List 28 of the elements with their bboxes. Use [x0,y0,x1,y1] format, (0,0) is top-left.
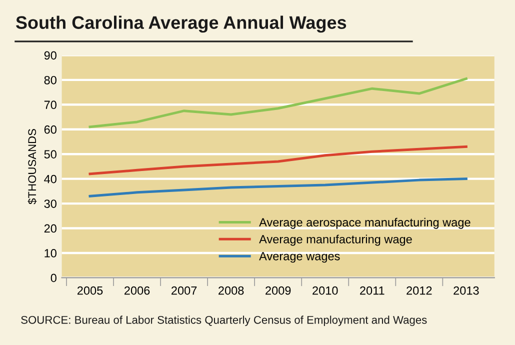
y-tick-label: 70 [44,100,56,110]
y-tick-label: 20 [44,224,56,233]
line-series [88,178,468,198]
y-tick-label: 0 [50,274,56,282]
line-series [88,145,468,176]
y-tick-label: 90 [44,51,56,60]
x-tick-label: 2005 [77,286,103,295]
line-series [88,77,468,128]
y-tick-label: 10 [44,249,56,258]
source-note: SOURCE: Bureau of Labor Statistics Quarterly Census of Employment and Wages [21,316,427,326]
x-tick-label: 2012 [406,286,432,295]
legend-label: Average manufacturing wage [259,234,412,246]
legend-label: Average aerospace manufacturing wage [259,218,470,229]
x-tick-label: 2009 [266,286,291,295]
y-tick-label: 40 [44,174,56,184]
x-tick-label: 2011 [360,286,384,295]
x-tick-label: 2013 [454,286,479,295]
x-tick-label: 2008 [218,286,244,295]
y-tick-label: 60 [44,125,56,134]
x-tick-label: 2010 [312,286,338,295]
y-tick-label: 30 [44,200,56,208]
x-tick-label: 2006 [124,286,150,295]
legend-label: Average wages [259,252,340,263]
y-tick-label: 50 [44,150,56,158]
y-tick-label: 80 [44,76,56,84]
x-tick-label: 2007 [172,286,197,295]
chart-title: South Carolina Average Annual Wages [16,16,346,33]
y-axis-title: $THOUSANDS [28,129,37,204]
